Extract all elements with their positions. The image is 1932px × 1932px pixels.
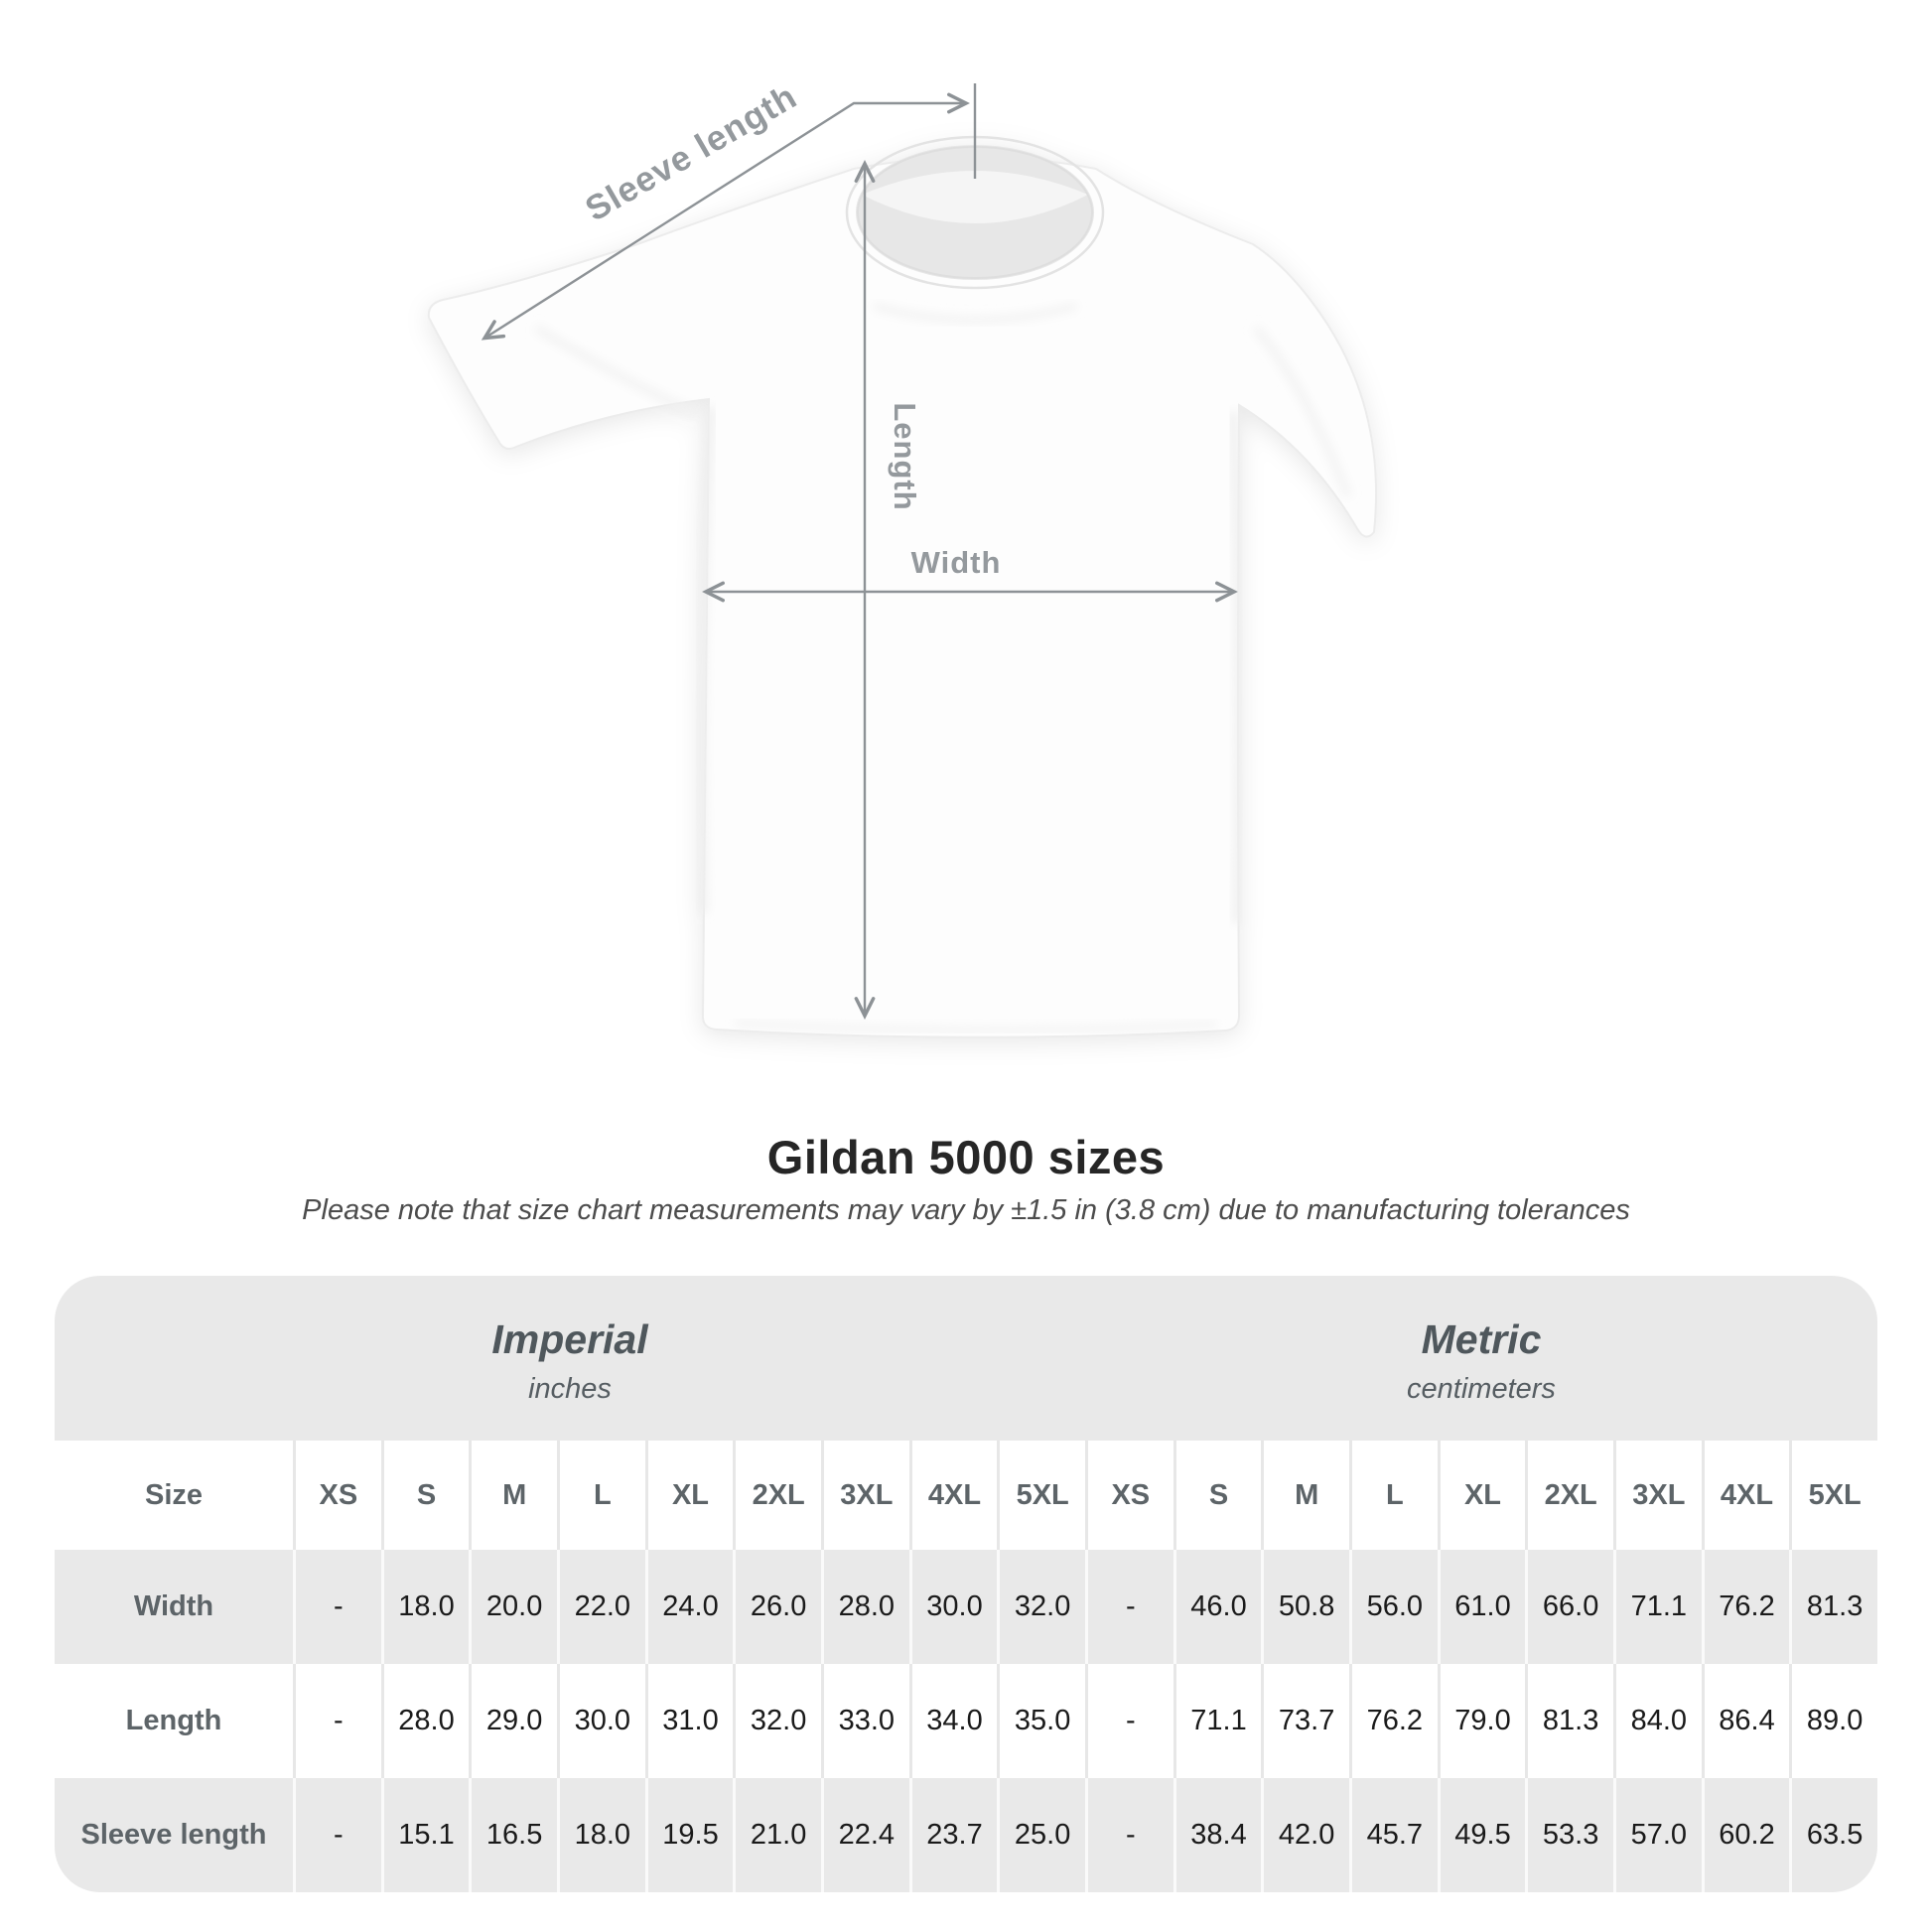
size-header-cell: 2XL	[1525, 1441, 1613, 1550]
value-cell: -	[293, 1664, 381, 1778]
imperial-section-header: Imperial inches	[55, 1276, 1085, 1441]
row-label: Width	[133, 1590, 214, 1622]
size-header-cell: 4XL	[1701, 1441, 1790, 1550]
size-header-cell: L	[556, 1441, 645, 1550]
value-cell: 73.7	[1261, 1664, 1349, 1778]
value-cell: 29.0	[469, 1664, 557, 1778]
value-cell: 24.0	[644, 1550, 734, 1664]
row-label: Sleeve length	[80, 1819, 267, 1851]
value-cell: -	[293, 1778, 381, 1892]
value-cell: 46.0	[1173, 1550, 1262, 1664]
value-cell: 76.2	[1701, 1550, 1790, 1664]
value-cell: 18.0	[556, 1778, 645, 1892]
size-header-cell: 5XL	[1789, 1441, 1877, 1550]
value-cell: 56.0	[1348, 1550, 1438, 1664]
value-cell: 15.1	[380, 1778, 470, 1892]
value-cell: 66.0	[1525, 1550, 1613, 1664]
size-header-cell: S	[380, 1441, 470, 1550]
value-cell: -	[1084, 1778, 1173, 1892]
unit-section-header-row: Imperial inches Metric centimeters	[55, 1276, 1877, 1441]
tolerance-note: Please note that size chart measurements…	[302, 1194, 1630, 1226]
value-cell: 79.0	[1437, 1664, 1526, 1778]
size-header-cell: S	[1173, 1441, 1262, 1550]
value-cell: 81.3	[1525, 1664, 1613, 1778]
size-table: Imperial inches Metric centimeters Size X…	[55, 1276, 1877, 1892]
value-cell: 57.0	[1612, 1778, 1702, 1892]
measurement-row: Length -28.0 29.0 30.0 31.0 32.0 33.0 34.0 35.0-…	[55, 1664, 1877, 1778]
value-cell: 63.5	[1789, 1778, 1877, 1892]
value-cell: 84.0	[1612, 1664, 1702, 1778]
value-cell: 50.8	[1261, 1550, 1349, 1664]
value-cell: 49.5	[1437, 1778, 1526, 1892]
measurement-row: Width -18.0 20.0 22.0 24.0 26.0 28.0 30.0 32.0-4…	[55, 1550, 1877, 1664]
value-cell: -	[1084, 1664, 1173, 1778]
value-cell: 20.0	[469, 1550, 557, 1664]
value-cell: 21.0	[733, 1778, 821, 1892]
value-cell: 35.0	[997, 1664, 1085, 1778]
value-cell: 61.0	[1437, 1550, 1526, 1664]
size-header-cell: M	[1261, 1441, 1349, 1550]
value-cell: 23.7	[908, 1778, 998, 1892]
size-header-cell: XS	[293, 1441, 381, 1550]
value-cell: 32.0	[997, 1550, 1085, 1664]
value-cell: 53.3	[1525, 1778, 1613, 1892]
value-cell: 22.0	[556, 1550, 645, 1664]
value-cell: 86.4	[1701, 1664, 1790, 1778]
value-cell: 30.0	[908, 1550, 998, 1664]
metric-section-header: Metric centimeters	[1085, 1276, 1877, 1441]
value-cell: 81.3	[1789, 1550, 1877, 1664]
value-cell: 28.0	[820, 1550, 909, 1664]
page-title: Gildan 5000 sizes	[766, 1131, 1166, 1183]
size-header-cell: 4XL	[908, 1441, 998, 1550]
size-header-cell: XL	[644, 1441, 734, 1550]
width-label: Width	[911, 545, 1002, 580]
size-header-cell: XS	[1084, 1441, 1173, 1550]
value-cell: 89.0	[1789, 1664, 1877, 1778]
value-cell: 26.0	[733, 1550, 821, 1664]
tshirt-measurement-diagram: Length Width Sleeve length	[427, 76, 1377, 1038]
value-cell: 25.0	[997, 1778, 1085, 1892]
size-header-cell: 3XL	[820, 1441, 909, 1550]
sleeve-length-arrow	[481, 92, 970, 341]
value-cell: 45.7	[1348, 1778, 1438, 1892]
value-cell: 33.0	[820, 1664, 909, 1778]
metric-label: Metric	[1421, 1316, 1542, 1362]
row-label: Length	[125, 1705, 222, 1736]
size-header-cell: L	[1348, 1441, 1438, 1550]
value-cell: 42.0	[1261, 1778, 1349, 1892]
value-cell: 19.5	[644, 1778, 734, 1892]
value-cell: 76.2	[1348, 1664, 1438, 1778]
size-header-row: Size XS S M L XL 2XL 3XL 4XL 5XL XS S M L XL 2XL 3XL 4XL 5…	[55, 1441, 1877, 1550]
size-table-body: Size XS S M L XL 2XL 3XL 4XL 5XL XS S M L XL 2XL 3XL 4XL 5…	[55, 1441, 1877, 1892]
size-header-cell: M	[469, 1441, 557, 1550]
measurement-row: Sleeve length -15.1 16.5 18.0 19.5 21.0 22.4 23…	[55, 1778, 1877, 1892]
value-cell: 22.4	[820, 1778, 909, 1892]
value-cell: 38.4	[1173, 1778, 1262, 1892]
imperial-unit-label: inches	[528, 1373, 612, 1405]
value-cell: 34.0	[908, 1664, 998, 1778]
value-cell: 18.0	[380, 1550, 470, 1664]
value-cell: 32.0	[733, 1664, 821, 1778]
value-cell: 28.0	[380, 1664, 470, 1778]
value-cell: 71.1	[1612, 1550, 1702, 1664]
value-cell: -	[293, 1550, 381, 1664]
value-cell: 60.2	[1701, 1778, 1790, 1892]
value-cell: 71.1	[1173, 1664, 1262, 1778]
size-column-header: Size	[144, 1478, 204, 1511]
length-label: Length	[888, 402, 922, 510]
value-cell: 30.0	[556, 1664, 645, 1778]
value-cell: 31.0	[644, 1664, 734, 1778]
size-header-cell: 2XL	[733, 1441, 821, 1550]
value-cell: -	[1084, 1550, 1173, 1664]
metric-unit-label: centimeters	[1407, 1373, 1556, 1405]
imperial-label: Imperial	[491, 1316, 648, 1362]
size-header-cell: 5XL	[997, 1441, 1085, 1550]
tshirt-illustration	[427, 135, 1377, 1038]
value-cell: 16.5	[469, 1778, 557, 1892]
size-header-cell: XL	[1437, 1441, 1526, 1550]
size-header-cell: 3XL	[1612, 1441, 1702, 1550]
